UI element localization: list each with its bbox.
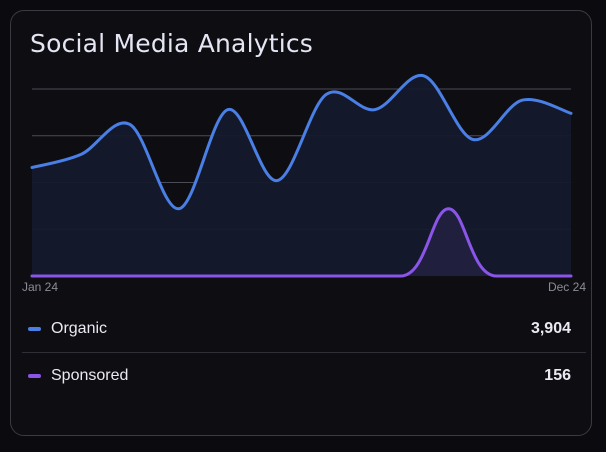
- legend-item-sponsored[interactable]: Sponsored 156: [22, 352, 586, 399]
- chart-lines: [30, 74, 573, 278]
- legend-swatch-organic: [28, 327, 41, 331]
- series-line-organic: [30, 74, 573, 211]
- legend-item-organic[interactable]: Organic 3,904: [22, 306, 586, 352]
- x-tick-label-end: Dec 24: [547, 280, 586, 294]
- x-tick-label-start: Jan 24: [22, 280, 59, 294]
- chart-legend: Organic 3,904 Sponsored 156: [22, 306, 586, 399]
- legend-value: 3,904: [530, 320, 571, 337]
- legend-label: Organic: [51, 320, 108, 337]
- legend-label: Sponsored: [51, 367, 129, 384]
- legend-value: 156: [544, 367, 571, 384]
- area-fill-organic: [32, 75, 571, 276]
- chart-areas: [32, 75, 571, 276]
- card-title: Social Media Analytics: [30, 29, 314, 58]
- series-line-sponsored: [30, 207, 573, 278]
- legend-swatch-sponsored: [28, 374, 41, 378]
